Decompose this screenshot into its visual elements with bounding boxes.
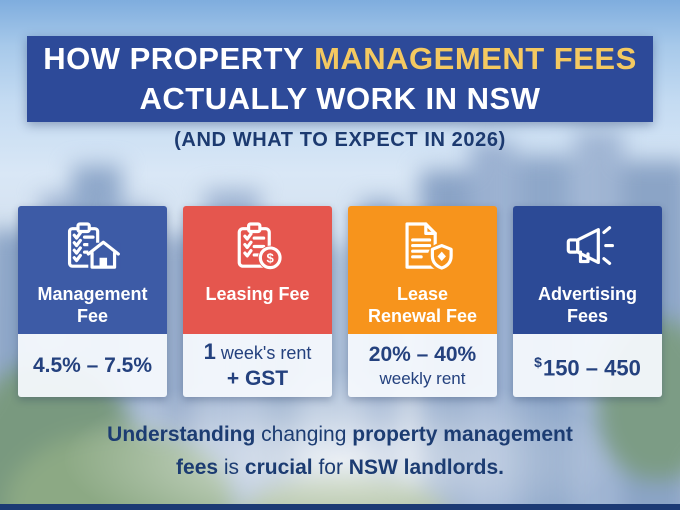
card-title: Lease Renewal Fee bbox=[367, 284, 478, 326]
card-lease-renewal-fee: Lease Renewal Fee 20% – 40% weekly rent bbox=[348, 206, 497, 397]
fee-value: 1 week's rent bbox=[203, 339, 312, 364]
card-leasing-fee-value: 1 week's rent + GST bbox=[183, 334, 332, 397]
card-leasing-fee: $ Leasing Fee 1 week's rent + GST bbox=[183, 206, 332, 397]
card-lease-renewal-fee-value: 20% – 40% weekly rent bbox=[348, 334, 497, 397]
fee-value: 20% – 40% bbox=[368, 342, 477, 366]
card-management-fee: Management Fee 4.5% – 7.5% bbox=[18, 206, 167, 397]
clipboard-house-icon bbox=[63, 217, 123, 275]
card-advertising-fees-header: Advertising Fees bbox=[513, 206, 662, 334]
card-title: Leasing Fee bbox=[205, 284, 310, 304]
bottom-accent-bar bbox=[0, 504, 680, 510]
title-part-accent: MANAGEMENT FEES bbox=[314, 41, 637, 76]
fee-value-unit: weekly rent bbox=[379, 368, 466, 388]
card-advertising-fees: Advertising Fees $150 – 450 bbox=[513, 206, 662, 397]
fee-value: $150 – 450 bbox=[534, 354, 641, 381]
title-banner: HOW PROPERTY MANAGEMENT FEES ACTUALLY WOR… bbox=[27, 36, 653, 122]
title-line-2: ACTUALLY WORK IN NSW bbox=[139, 81, 541, 116]
clipboard-dollar-icon: $ bbox=[228, 217, 288, 275]
card-advertising-fees-value: $150 – 450 bbox=[513, 334, 662, 397]
fee-cards-row: Management Fee 4.5% – 7.5% $ bbox=[18, 206, 662, 397]
caption: Understanding changing property manageme… bbox=[0, 418, 680, 484]
subtitle: (AND WHAT TO EXPECT IN 2026) bbox=[174, 129, 506, 151]
card-lease-renewal-fee-header: Lease Renewal Fee bbox=[348, 206, 497, 334]
caption-line-2: fees is crucial for NSW landlords. bbox=[176, 456, 504, 479]
card-management-fee-value: 4.5% – 7.5% bbox=[18, 334, 167, 397]
caption-line-1: Understanding changing property manageme… bbox=[107, 423, 573, 446]
document-shield-icon bbox=[393, 217, 453, 275]
card-management-fee-header: Management Fee bbox=[18, 206, 167, 334]
card-leasing-fee-header: $ Leasing Fee bbox=[183, 206, 332, 334]
title-line-1: HOW PROPERTY MANAGEMENT FEES bbox=[43, 39, 637, 79]
fee-value: 4.5% – 7.5% bbox=[32, 353, 153, 377]
megaphone-icon bbox=[558, 217, 618, 275]
card-title: Management Fee bbox=[37, 284, 148, 326]
svg-text:$: $ bbox=[266, 250, 274, 265]
fee-value-gst: + GST bbox=[226, 367, 289, 390]
card-title: Advertising Fees bbox=[537, 284, 638, 326]
title-part-white: HOW PROPERTY bbox=[43, 41, 305, 76]
